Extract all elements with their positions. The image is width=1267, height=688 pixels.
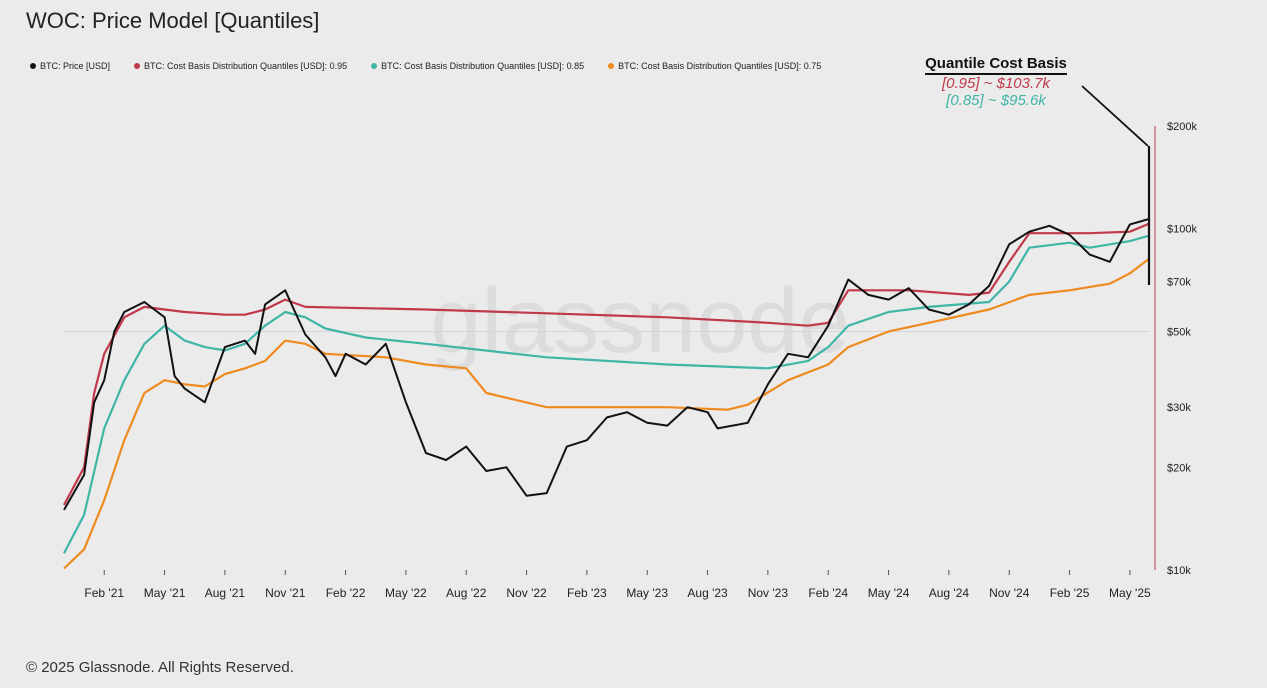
x-tick-label: May '22 bbox=[385, 586, 427, 600]
annotation-q95: [0.95] ~ $103.7k bbox=[941, 75, 1050, 92]
legend-dot-icon bbox=[371, 63, 378, 69]
legend-label: BTC: Cost Basis Distribution Quantiles [… bbox=[381, 61, 585, 71]
x-tick-label: Aug '22 bbox=[446, 586, 487, 600]
legend-label: BTC: Price [USD] bbox=[40, 61, 111, 71]
y-tick-label: $50k bbox=[1167, 326, 1191, 338]
series-q85-line bbox=[63, 234, 1151, 554]
x-tick-label: Nov '21 bbox=[265, 586, 306, 600]
y-tick-label: $10k bbox=[1167, 565, 1191, 577]
x-tick-label: Nov '22 bbox=[506, 586, 547, 600]
x-tick-label: Nov '23 bbox=[748, 586, 789, 600]
x-tick-label: May '24 bbox=[868, 586, 910, 600]
x-tick-label: May '23 bbox=[626, 586, 668, 600]
y-tick-label: $70k bbox=[1167, 277, 1191, 289]
x-tick-label: Feb '24 bbox=[808, 586, 848, 600]
legend-label: BTC: Cost Basis Distribution Quantiles [… bbox=[144, 61, 348, 71]
x-tick-label: Feb '23 bbox=[567, 586, 607, 600]
x-tick-label: Aug '21 bbox=[205, 586, 246, 600]
y-tick-label: $30k bbox=[1167, 402, 1191, 414]
x-tick-label: Nov '24 bbox=[989, 586, 1030, 600]
legend-item-price[interactable]: BTC: Price [USD] bbox=[30, 61, 110, 71]
x-tick-label: May '21 bbox=[144, 586, 186, 600]
legend-dot-icon bbox=[608, 63, 615, 69]
annotation-pointer bbox=[1081, 85, 1149, 147]
x-tick-label: Feb '21 bbox=[84, 586, 124, 600]
annotation-title: Quantile Cost Basis bbox=[925, 55, 1067, 75]
legend-item-q95[interactable]: BTC: Cost Basis Distribution Quantiles [… bbox=[134, 61, 347, 71]
chart-title: WOC: Price Model [Quantiles] bbox=[26, 8, 320, 33]
legend-item-q75[interactable]: BTC: Cost Basis Distribution Quantiles [… bbox=[608, 61, 821, 71]
y-tick-label: $100k bbox=[1167, 224, 1197, 236]
y-tick-label: $20k bbox=[1167, 462, 1191, 474]
legend-label: BTC: Cost Basis Distribution Quantiles [… bbox=[618, 61, 822, 71]
series-q95-line bbox=[63, 222, 1151, 506]
annotation-box: Quantile Cost Basis [0.95] ~ $103.7k [0.… bbox=[905, 55, 1087, 109]
legend-item-q85[interactable]: BTC: Cost Basis Distribution Quantiles [… bbox=[371, 61, 584, 71]
x-tick-label: Feb '22 bbox=[326, 586, 366, 600]
x-tick-label: Aug '23 bbox=[687, 586, 728, 600]
x-tick-label: May '25 bbox=[1109, 586, 1151, 600]
legend: BTC: Price [USD] BTC: Cost Basis Distrib… bbox=[30, 61, 821, 71]
legend-dot-icon bbox=[30, 63, 36, 69]
y-tick-label: $200k bbox=[1167, 121, 1197, 133]
series-q75-line bbox=[63, 257, 1151, 570]
watermark-text: glassnode bbox=[430, 270, 849, 372]
x-tick-label: Aug '24 bbox=[929, 586, 970, 600]
legend-dot-icon bbox=[134, 63, 141, 69]
series-price-line bbox=[63, 217, 1151, 511]
x-tick-label: Feb '25 bbox=[1050, 586, 1090, 600]
copyright-footer: © 2025 Glassnode. All Rights Reserved. bbox=[26, 659, 294, 676]
annotation-q85: [0.85] ~ $95.6k bbox=[946, 92, 1046, 109]
